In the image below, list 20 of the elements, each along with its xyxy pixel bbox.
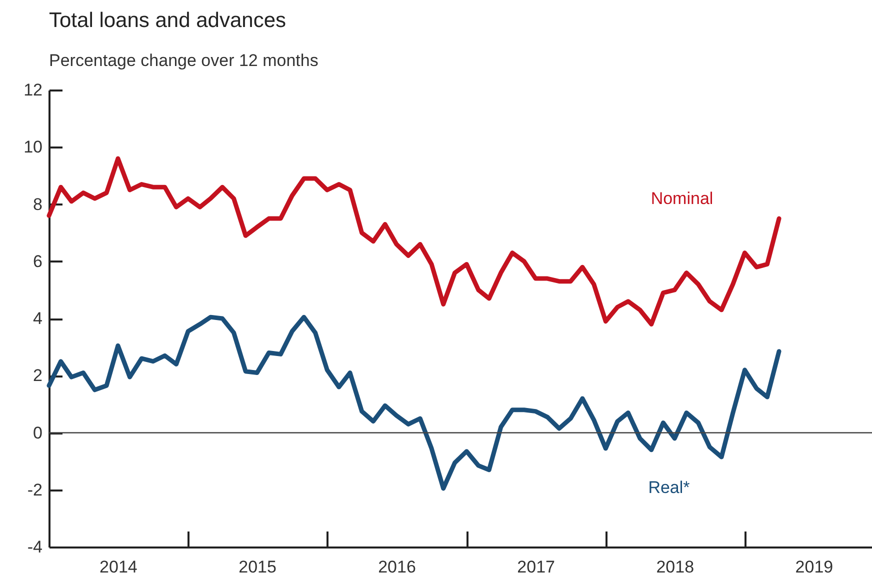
- y-tick-label: 2: [33, 366, 42, 386]
- y-tick-label: 6: [33, 252, 42, 271]
- y-tick-label: 0: [33, 423, 42, 442]
- x-tick-label: 2016: [378, 558, 416, 576]
- x-tick-label: 2017: [517, 558, 555, 576]
- y-tick-label: 12: [24, 80, 42, 100]
- chart-subtitle: Percentage change over 12 months: [49, 51, 318, 70]
- series-label: Real*: [648, 478, 690, 497]
- y-tick-label: 10: [24, 138, 42, 157]
- text: Nominal: [650, 189, 714, 208]
- y-tick-label: 8: [33, 194, 42, 214]
- x-tick-label: 2019: [795, 558, 834, 576]
- y-tick-label: -2: [27, 480, 42, 500]
- y-tick-label: -4: [27, 538, 42, 556]
- x-tick-label: 2018: [656, 558, 694, 576]
- x-tick-label: 2015: [238, 558, 276, 576]
- x-tick-label: 2014: [100, 558, 138, 576]
- y-tick-label: 4: [33, 309, 42, 328]
- line-series: [46, 156, 782, 326]
- chart-title: Total loans and advances: [49, 9, 286, 32]
